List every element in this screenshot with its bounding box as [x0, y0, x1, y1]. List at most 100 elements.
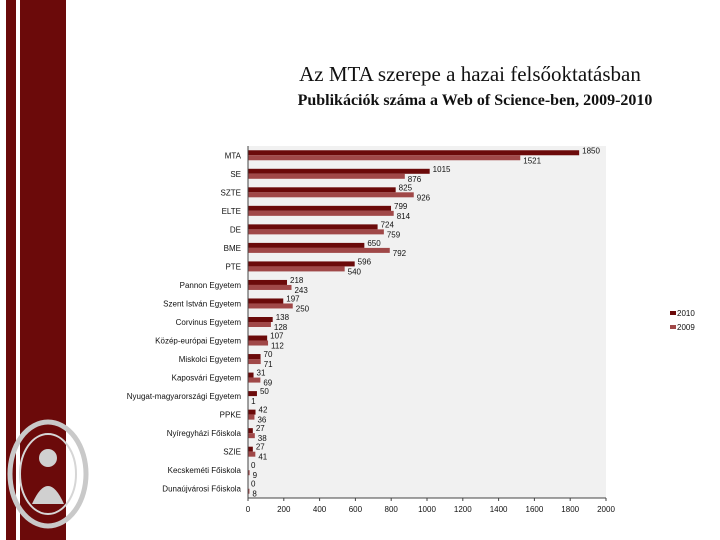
- x-tick-label: 1400: [490, 505, 508, 514]
- value-label-2010: 50: [260, 387, 269, 396]
- category-label: Szent István Egyetem: [163, 299, 241, 308]
- category-label: ELTE: [222, 207, 241, 216]
- x-tick-label: 1000: [418, 505, 436, 514]
- bar-2010: [248, 391, 257, 397]
- bar-2010: [248, 354, 261, 360]
- value-label-2009: 71: [264, 360, 273, 369]
- bar-2010: [248, 224, 378, 230]
- category-label: Kecskeméti Főiskola: [168, 466, 242, 475]
- bar-2010: [248, 409, 256, 415]
- value-label-2010: 825: [399, 183, 413, 192]
- category-label: Corvinus Egyetem: [176, 318, 242, 327]
- bar-2009: [248, 247, 390, 253]
- category-label: Pannon Egyetem: [180, 281, 242, 290]
- bar-2010: [248, 205, 392, 211]
- sidebar-stripe-main: [20, 0, 66, 540]
- legend-label-2010: 2010: [677, 309, 695, 318]
- category-label: DE: [230, 225, 241, 234]
- value-label-2010: 650: [367, 239, 381, 248]
- value-label-2009: 926: [417, 193, 431, 202]
- category-label: SE: [230, 170, 241, 179]
- value-label-2010: 799: [394, 202, 408, 211]
- value-label-2010: 1015: [433, 165, 451, 174]
- category-label: SZTE: [221, 188, 241, 197]
- category-label: PPKE: [220, 411, 241, 420]
- value-label-2009: 1521: [523, 156, 541, 165]
- bar-2010: [248, 372, 254, 378]
- x-tick-label: 400: [313, 505, 327, 514]
- value-label-2009: 814: [397, 212, 411, 221]
- value-label-2010: 0: [251, 480, 256, 489]
- bar-2009: [248, 377, 261, 383]
- page-title: Az MTA szerepe a hazai felsőoktatásban: [299, 62, 641, 86]
- bar-2009: [248, 284, 292, 290]
- bar-2010: [248, 428, 253, 434]
- value-label-2010: 27: [256, 443, 265, 452]
- value-labels: 1850152110158768259267998147247596507925…: [251, 146, 600, 498]
- value-label-2009: 250: [296, 304, 310, 313]
- value-label-2010: 42: [259, 406, 268, 415]
- bar-2009: [248, 229, 384, 235]
- value-label-2010: 27: [256, 424, 265, 433]
- value-label-2009: 128: [274, 323, 288, 332]
- page-subtitle: Publikációk száma a Web of Science-ben, …: [297, 92, 653, 109]
- bar-2009: [248, 340, 269, 346]
- bars-group: [248, 150, 580, 494]
- value-label-2009: 792: [393, 249, 407, 258]
- bar-2009: [248, 433, 255, 439]
- category-label: MTA: [225, 151, 242, 160]
- x-tick-label: 600: [349, 505, 363, 514]
- value-label-2010: 107: [270, 332, 284, 341]
- x-tick-label: 800: [385, 505, 399, 514]
- bar-2009: [248, 470, 250, 476]
- bar-2010: [248, 335, 268, 341]
- value-label-2009: 69: [263, 379, 272, 388]
- legend-swatch-2009: [670, 325, 676, 329]
- value-label-2009: 8: [252, 490, 257, 499]
- value-label-2009: 41: [258, 453, 267, 462]
- bar-2010: [248, 317, 273, 322]
- bar-2009: [248, 266, 345, 272]
- category-label: BME: [224, 244, 241, 253]
- category-label: Nyíregyházi Főiskola: [167, 429, 242, 438]
- category-label: Miskolci Egyetem: [179, 355, 242, 364]
- value-label-2010: 0: [251, 461, 256, 470]
- value-label-2009: 243: [294, 286, 308, 295]
- bar-2009: [248, 414, 255, 420]
- bar-2009: [248, 451, 256, 457]
- x-tick-label: 200: [277, 505, 291, 514]
- value-label-2010: 31: [257, 369, 266, 378]
- bar-2010: [248, 446, 253, 452]
- x-tick-label: 1200: [454, 505, 472, 514]
- category-label: PTE: [225, 262, 241, 271]
- category-label: Nyugat-magyarországi Egyetem: [127, 392, 242, 401]
- category-label: Közép-európai Egyetem: [155, 337, 241, 346]
- bar-2009: [248, 192, 414, 198]
- value-label-2009: 759: [387, 230, 401, 239]
- bar-2009: [248, 322, 271, 327]
- bar-2009: [248, 155, 521, 161]
- legend: 2010 2009: [670, 309, 695, 332]
- value-label-2009: 540: [348, 267, 362, 276]
- legend-swatch-2010: [670, 311, 676, 315]
- value-label-2010: 1850: [582, 146, 600, 155]
- plot-background: [248, 146, 606, 498]
- value-label-2009: 36: [257, 416, 266, 425]
- bar-2009: [248, 488, 250, 494]
- legend-label-2009: 2009: [677, 323, 695, 332]
- value-label-2009: 876: [408, 175, 422, 184]
- bar-2009: [248, 303, 293, 309]
- bar-2009: [248, 359, 261, 365]
- bar-2010: [248, 242, 365, 248]
- bar-2010: [248, 150, 580, 156]
- value-label-2009: 1: [251, 397, 256, 406]
- value-label-2009: 9: [253, 471, 258, 480]
- value-label-2010: 138: [276, 313, 290, 322]
- x-tick-label: 1800: [561, 505, 579, 514]
- bar-2010: [248, 261, 355, 267]
- bar-2010: [248, 298, 284, 304]
- bar-2009: [248, 210, 394, 216]
- value-label-2009: 38: [258, 434, 267, 443]
- value-label-2010: 596: [358, 257, 372, 266]
